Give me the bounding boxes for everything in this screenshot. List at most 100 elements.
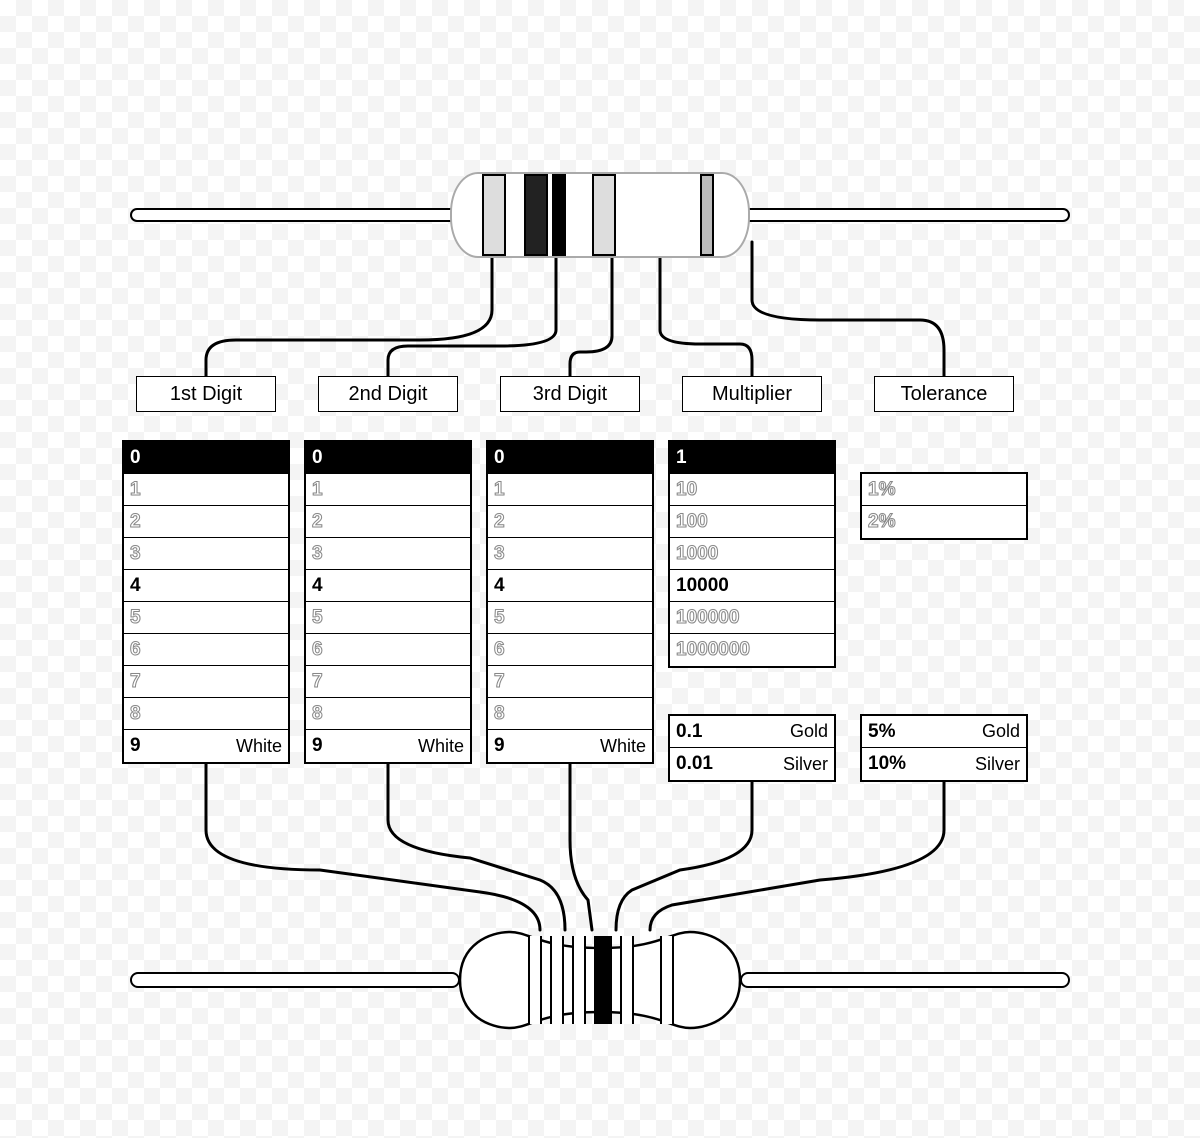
row-label: White bbox=[418, 736, 464, 757]
table-row: 4 bbox=[124, 570, 288, 602]
table-row: 6 bbox=[306, 634, 470, 666]
row-value: 0 bbox=[130, 447, 141, 469]
table-row: 0.01Silver bbox=[670, 748, 834, 780]
row-value: 5 bbox=[312, 607, 323, 629]
row-label: Silver bbox=[783, 754, 828, 775]
resistor-lead-right bbox=[740, 972, 1070, 988]
table-row: 0 bbox=[488, 442, 652, 474]
digit-column-3: 0 1 2 3 4 5 6 7 8 9White bbox=[486, 440, 654, 764]
table-row: 2 bbox=[488, 506, 652, 538]
table-row: 1 bbox=[306, 474, 470, 506]
row-value: 5 bbox=[130, 607, 141, 629]
row-label: Gold bbox=[790, 721, 828, 742]
column-header: 2nd Digit bbox=[318, 376, 458, 412]
table-row: 2% bbox=[862, 506, 1026, 538]
column-header: 3rd Digit bbox=[500, 376, 640, 412]
row-value: 6 bbox=[130, 639, 141, 661]
resistor-band bbox=[620, 936, 634, 1024]
column-header: Tolerance bbox=[874, 376, 1014, 412]
table-row: 1 bbox=[124, 474, 288, 506]
column-header: Multiplier bbox=[682, 376, 822, 412]
row-value: 1 bbox=[312, 479, 323, 501]
table-row: 1 bbox=[488, 474, 652, 506]
row-value: 1000000 bbox=[676, 639, 750, 661]
row-value: 3 bbox=[312, 543, 323, 565]
resistor-band bbox=[660, 936, 674, 1024]
resistor-body-bottom bbox=[450, 926, 750, 1034]
table-row: 9 White bbox=[124, 730, 288, 762]
row-value: 100 bbox=[676, 511, 708, 533]
row-value: 1 bbox=[494, 479, 505, 501]
resistor-band bbox=[552, 174, 566, 256]
row-value: 8 bbox=[130, 703, 141, 725]
table-row: 100000 bbox=[670, 602, 834, 634]
resistor-lead-right bbox=[730, 208, 1070, 222]
row-value: 6 bbox=[494, 639, 505, 661]
table-row: 6 bbox=[124, 634, 288, 666]
row-label: Silver bbox=[975, 754, 1020, 775]
tolerance-column-secondary: 5%Gold10%Silver bbox=[860, 714, 1028, 782]
row-value: 2 bbox=[494, 511, 505, 533]
table-row: 8 bbox=[124, 698, 288, 730]
table-row: 8 bbox=[306, 698, 470, 730]
resistor-body-top bbox=[450, 172, 750, 258]
row-value: 0.1 bbox=[676, 721, 702, 743]
multiplier-column-primary: 1 10 100 1000 10000 100000 1000000 bbox=[668, 440, 836, 668]
table-row: 1 bbox=[670, 442, 834, 474]
row-value: 9 bbox=[312, 735, 323, 757]
resistor-lead-left bbox=[130, 208, 470, 222]
resistor-band bbox=[592, 174, 616, 256]
table-row: 4 bbox=[488, 570, 652, 602]
resistor-band bbox=[528, 936, 542, 1024]
row-value: 3 bbox=[494, 543, 505, 565]
column-header: 1st Digit bbox=[136, 376, 276, 412]
row-value: 4 bbox=[494, 575, 505, 597]
row-value: 1% bbox=[868, 479, 895, 501]
resistor-band bbox=[482, 174, 506, 256]
row-value: 9 bbox=[130, 735, 141, 757]
row-value: 6 bbox=[312, 639, 323, 661]
row-value: 2 bbox=[312, 511, 323, 533]
table-row: 5 bbox=[124, 602, 288, 634]
table-row: 1000000 bbox=[670, 634, 834, 666]
table-row: 0.1 Gold bbox=[670, 716, 834, 748]
row-label: Gold bbox=[982, 721, 1020, 742]
resistor-band bbox=[700, 174, 714, 256]
table-row: 100 bbox=[670, 506, 834, 538]
table-row: 7 bbox=[306, 666, 470, 698]
resistor-bottom bbox=[130, 920, 1070, 1040]
table-row: 9White bbox=[488, 730, 652, 762]
table-row: 6 bbox=[488, 634, 652, 666]
table-row: 7 bbox=[488, 666, 652, 698]
resistor-band bbox=[524, 174, 548, 256]
multiplier-column-secondary: 0.1 Gold 0.01Silver bbox=[668, 714, 836, 782]
resistor-color-code-diagram: 1st Digit 2nd Digit 3rd Digit Multiplier Tol… bbox=[0, 0, 1200, 1138]
table-row: 2 bbox=[124, 506, 288, 538]
row-value: 3 bbox=[130, 543, 141, 565]
row-value: 0 bbox=[312, 447, 323, 469]
table-row: 5 bbox=[306, 602, 470, 634]
row-value: 5% bbox=[868, 721, 895, 743]
row-value: 4 bbox=[312, 575, 323, 597]
row-value: 1 bbox=[676, 447, 687, 469]
row-value: 4 bbox=[130, 575, 141, 597]
table-row: 5 bbox=[488, 602, 652, 634]
row-value: 8 bbox=[494, 703, 505, 725]
row-value: 7 bbox=[494, 671, 505, 693]
table-row: 1000 bbox=[670, 538, 834, 570]
table-row: 8 bbox=[488, 698, 652, 730]
row-value: 100000 bbox=[676, 607, 739, 629]
row-value: 10 bbox=[676, 479, 697, 501]
row-value: 10000 bbox=[676, 575, 729, 597]
row-value: 9 bbox=[494, 735, 505, 757]
tolerance-column-primary: 1%2% bbox=[860, 472, 1028, 540]
row-value: 2 bbox=[130, 511, 141, 533]
row-value: 1 bbox=[130, 479, 141, 501]
row-label: White bbox=[236, 736, 282, 757]
table-row: 10000 bbox=[670, 570, 834, 602]
resistor-band bbox=[572, 936, 586, 1024]
table-row: 5% Gold bbox=[862, 716, 1026, 748]
row-value: 2% bbox=[868, 511, 895, 533]
table-row: 3 bbox=[306, 538, 470, 570]
table-row: 10 bbox=[670, 474, 834, 506]
